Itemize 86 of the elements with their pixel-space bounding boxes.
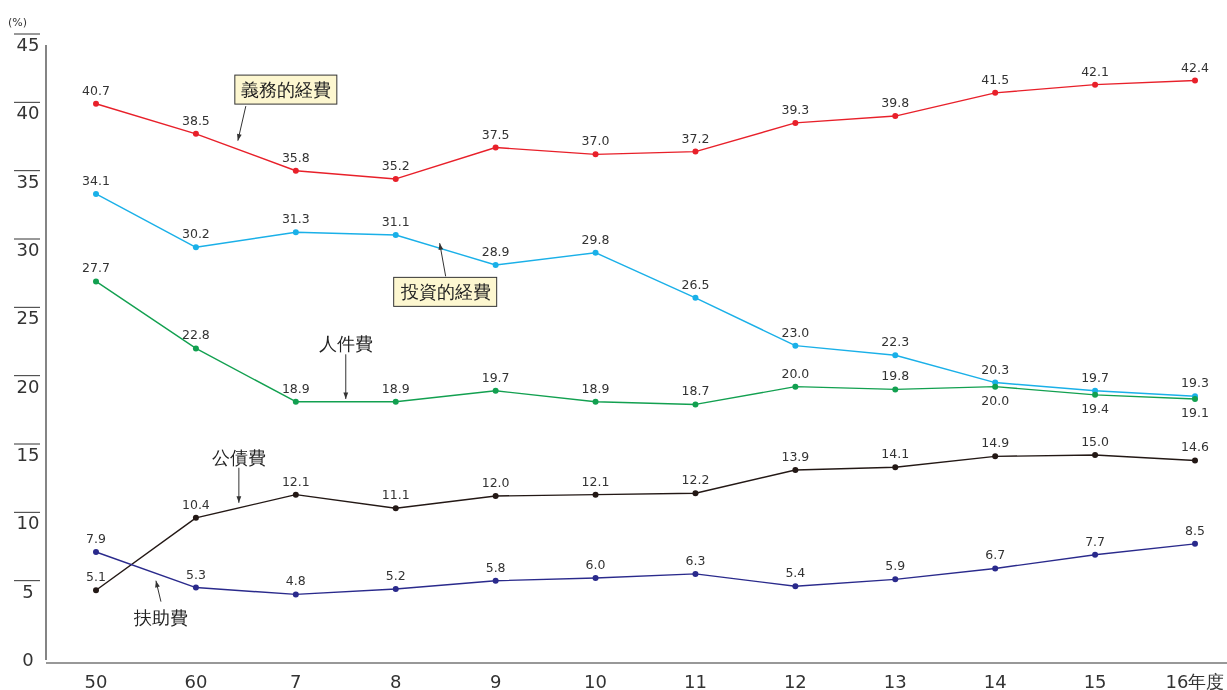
data-label: 18.9	[581, 380, 610, 396]
data-label: 35.8	[281, 149, 310, 165]
data-label: 31.1	[381, 213, 410, 229]
x-tick-label: 11	[684, 671, 707, 690]
data-label: 28.9	[481, 244, 510, 260]
x-tick-label: 10	[584, 671, 607, 690]
y-tick-label: 45	[16, 34, 40, 55]
x-tick-label: 8	[390, 671, 402, 690]
data-label: 18.9	[281, 380, 310, 396]
data-label: 37.0	[581, 133, 610, 149]
data-label: 20.0	[981, 392, 1010, 408]
data-label: 7.9	[86, 531, 106, 547]
data-label: 40.7	[82, 82, 110, 98]
data-label: 29.8	[581, 231, 610, 247]
data-label: 6.3	[685, 552, 706, 568]
data-label: 12.1	[281, 473, 310, 489]
data-label: 39.8	[881, 95, 910, 111]
x-tick-label: 9	[489, 671, 502, 690]
data-label: 5.1	[86, 569, 106, 585]
data-label: 30.2	[181, 226, 210, 242]
data-label: 22.8	[181, 327, 210, 343]
data-label: 19.1	[1181, 404, 1209, 420]
data-label: 42.4	[1181, 59, 1209, 75]
data-label: 12.2	[681, 472, 710, 488]
data-label: 27.7	[82, 260, 110, 276]
data-label: 7.7	[1085, 533, 1106, 549]
data-label: 15.0	[1081, 434, 1110, 449]
x-tick-label: 13	[883, 671, 907, 690]
x-tick-label: 60	[184, 671, 208, 690]
data-label: 5.4	[785, 565, 806, 581]
y-tick-label: 5	[22, 580, 34, 602]
x-tick-label: 12	[783, 671, 807, 690]
data-label: 31.3	[281, 211, 310, 227]
data-label: 5.2	[385, 567, 406, 583]
data-label: 14.6	[1181, 439, 1209, 455]
data-label: 11.1	[381, 487, 410, 503]
data-label: 37.2	[681, 130, 710, 146]
data-label: 39.3	[781, 101, 810, 117]
data-label: 19.4	[1081, 400, 1110, 416]
x-tick-label: 16年度	[1165, 671, 1225, 690]
y-tick-label: 0	[22, 649, 34, 670]
data-label: 19.7	[1081, 369, 1110, 385]
data-label: 35.2	[381, 157, 410, 173]
data-label: 23.0	[781, 324, 810, 340]
data-label: 22.3	[881, 334, 910, 350]
data-label: 5.3	[185, 566, 206, 582]
y-tick-label: 20	[16, 375, 40, 397]
data-label: 18.9	[381, 380, 410, 396]
y-tick-label: 35	[16, 170, 40, 192]
x-tick-label: 50	[84, 671, 108, 690]
data-label: 26.5	[681, 276, 710, 292]
y-tick-label: 30	[16, 239, 40, 260]
data-label: 6.7	[985, 547, 1006, 563]
y-tick-label: 25	[16, 307, 40, 329]
data-label: 12.1	[581, 473, 610, 489]
data-label: 20.3	[981, 361, 1010, 377]
x-tick-label: 7	[290, 671, 302, 690]
data-label: 19.3	[1181, 375, 1209, 391]
data-label: 19.8	[881, 368, 910, 384]
series-label: 投資的経費	[399, 281, 491, 303]
series-label: 公債費	[211, 446, 266, 468]
data-label: 5.9	[885, 558, 906, 574]
series-label: 扶助費	[132, 606, 188, 628]
data-label: 19.7	[481, 369, 510, 385]
data-label: 6.0	[585, 557, 606, 572]
data-label: 14.9	[981, 435, 1010, 451]
data-label: 20.0	[781, 365, 810, 381]
x-tick-label: 14	[983, 671, 1007, 690]
data-label: 10.4	[181, 496, 210, 512]
y-tick-label: 15	[16, 444, 40, 465]
data-label: 41.5	[981, 71, 1010, 87]
data-label: 5.8	[485, 559, 506, 575]
data-label: 34.1	[82, 172, 110, 188]
y-tick-label: 10	[16, 512, 40, 534]
x-tick-label: 15	[1083, 671, 1107, 690]
data-label: 8.5	[1185, 522, 1205, 538]
data-label: 14.1	[881, 446, 910, 462]
data-label: 37.5	[481, 126, 510, 142]
data-label: 42.1	[1081, 63, 1110, 79]
y-tick-label: 40	[16, 102, 40, 124]
y-axis-title: (%)	[8, 16, 28, 29]
data-label: 18.7	[681, 383, 710, 399]
data-label: 38.5	[181, 112, 210, 128]
data-label: 4.8	[285, 573, 306, 589]
data-label: 12.0	[481, 475, 510, 490]
data-label: 13.9	[781, 449, 810, 465]
